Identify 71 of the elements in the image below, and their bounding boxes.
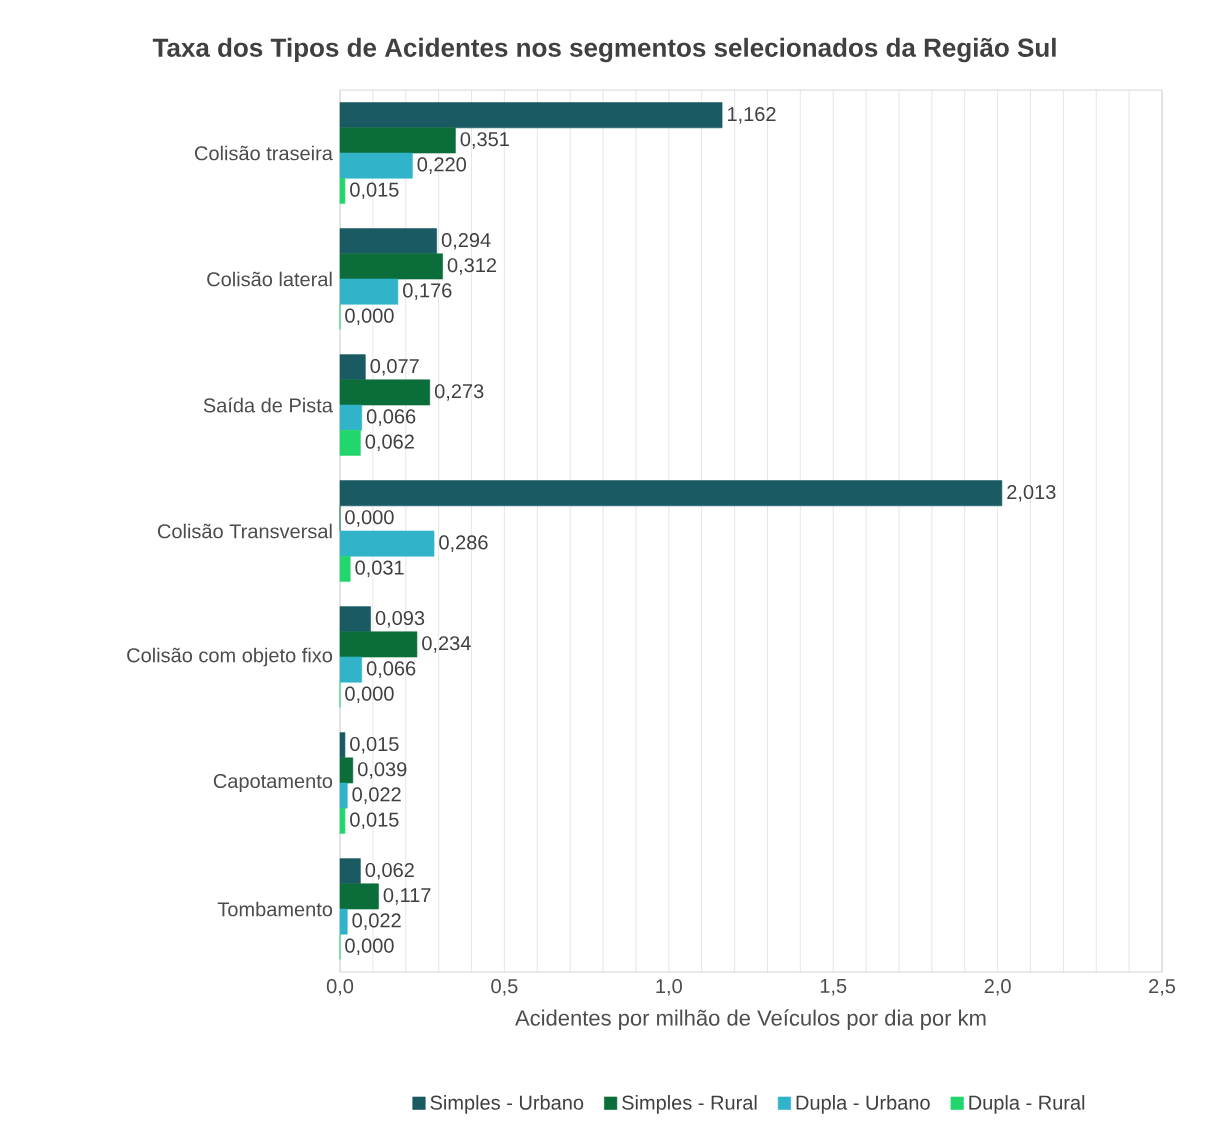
bar (339, 152, 413, 179)
x-tick-label: 2,5 (1149, 979, 1176, 996)
data-label: 0,066 (366, 409, 416, 426)
data-label: 1,162 (728, 106, 776, 124)
data-label: 0,000 (345, 686, 394, 704)
bar (339, 606, 371, 633)
bar (339, 656, 362, 683)
legend-label: Simples - Urbano (430, 1095, 584, 1114)
bar (339, 530, 435, 557)
data-label: 0,273 (434, 384, 484, 401)
data-label: 0,234 (422, 636, 471, 653)
data-label: 0,015 (350, 182, 399, 200)
y-tick-label: Colisão com objeto fixo (127, 647, 333, 667)
bar (339, 858, 361, 885)
bar (339, 177, 346, 204)
bar (339, 379, 431, 406)
data-label: 2,013 (1007, 484, 1056, 502)
bar (339, 253, 443, 280)
x-tick-label: 2,0 (984, 979, 1011, 996)
y-tick-label: Colisão Transversal (157, 523, 332, 539)
data-label: 0,015 (350, 736, 399, 754)
data-label: 0,031 (355, 560, 404, 578)
bar (339, 480, 1003, 507)
x-axis-title: Acidentes por milhão de Veículos por dia por km (515, 1009, 986, 1031)
bar (339, 278, 399, 305)
data-label: 0,000 (345, 510, 394, 527)
y-tick-label: Colisão lateral (207, 271, 332, 287)
y-tick-label: Tombamento (217, 901, 333, 917)
bar (339, 228, 437, 255)
data-label: 0,000 (345, 308, 394, 326)
x-tick-label: 0,0 (326, 979, 354, 996)
data-label: 0,077 (370, 358, 419, 376)
bar (339, 883, 379, 910)
legend-label: Dupla - Rural (969, 1095, 1085, 1114)
x-tick-label: 0,5 (491, 979, 518, 996)
bar (339, 555, 351, 582)
data-label: 0,176 (403, 283, 452, 300)
data-label: 0,286 (439, 535, 488, 552)
bar (339, 757, 354, 784)
data-label: 0,351 (460, 132, 509, 149)
bar (339, 429, 361, 456)
y-tick-label: Capotamento (213, 773, 333, 793)
data-label: 0,117 (383, 888, 431, 905)
data-label: 0,000 (345, 938, 394, 956)
bar (339, 631, 418, 658)
bar (339, 102, 723, 129)
data-label: 0,312 (447, 258, 497, 275)
y-tick-label: Colisão traseira (195, 145, 333, 161)
bar (339, 807, 346, 834)
chart-title: Taxa dos Tipos de Acidentes nos segmentos selecionados da Região Sul (152, 37, 1056, 63)
data-label: 0,062 (365, 862, 414, 880)
bar (339, 782, 348, 809)
x-tick-label: 1,5 (820, 979, 847, 996)
data-label: 0,062 (365, 434, 414, 452)
data-label: 0,220 (417, 157, 467, 174)
x-tick-label: 1,0 (656, 979, 682, 996)
bar (339, 404, 362, 431)
bar (339, 127, 456, 154)
legend-label: Dupla - Urbano (796, 1095, 930, 1114)
data-label: 0,022 (352, 787, 401, 804)
bar (339, 354, 366, 381)
bar (339, 732, 346, 759)
data-label: 0,039 (358, 762, 407, 779)
y-tick-label: Saída de Pista (203, 397, 333, 413)
data-label: 0,066 (366, 661, 416, 678)
data-label: 0,022 (352, 913, 401, 930)
bar (339, 908, 348, 935)
data-label: 0,015 (350, 812, 399, 830)
data-label: 0,093 (375, 610, 425, 628)
legend-label: Simples - Rural (622, 1095, 757, 1114)
data-label: 0,294 (441, 232, 491, 250)
